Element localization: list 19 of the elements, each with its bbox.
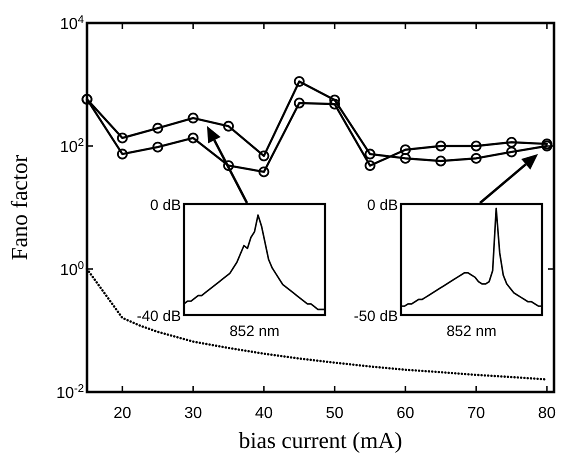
x-tick-label: 40 xyxy=(254,405,273,422)
x-tick-label: 20 xyxy=(113,405,132,422)
y-tick-label: 10$^{0}$ xyxy=(60,260,84,279)
y-axis-title: Fano factor xyxy=(7,154,32,260)
y-tick-label: -50 dB xyxy=(354,308,398,325)
y-tick-label: 0 dB xyxy=(367,197,398,214)
x-tick-label: 30 xyxy=(184,405,202,422)
x-tick-label: 80 xyxy=(538,405,556,422)
x-tick-label: 60 xyxy=(396,405,414,422)
y-tick-label: 10$^{4}$ xyxy=(60,14,84,33)
x-axis-title: bias current (mA) xyxy=(238,428,402,453)
y-tick-label: -40 dB xyxy=(136,308,181,325)
x-tick-label: 70 xyxy=(467,405,486,422)
y-tick-label: 10$^{-2}$ xyxy=(56,383,84,402)
x-axis-title: 852 nm xyxy=(229,323,280,340)
x-axis-title: 852 nm xyxy=(446,323,497,340)
y-tick-label: 0 dB xyxy=(150,197,181,214)
y-tick-label: 10$^{2}$ xyxy=(60,137,84,156)
x-tick-label: 50 xyxy=(326,405,344,422)
